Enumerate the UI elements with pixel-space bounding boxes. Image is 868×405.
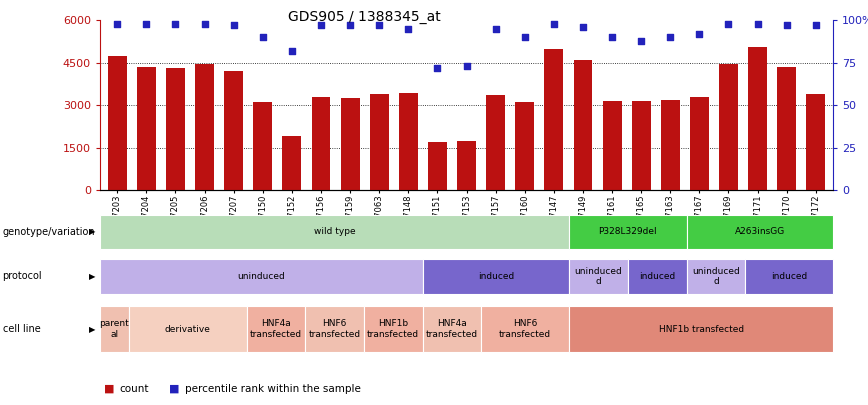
Text: ▶: ▶ bbox=[89, 324, 95, 334]
Bar bbox=[340, 98, 359, 190]
Bar bbox=[690, 97, 709, 190]
Text: A263insGG: A263insGG bbox=[735, 227, 785, 237]
Bar bbox=[806, 94, 825, 190]
Bar bbox=[166, 68, 185, 190]
Text: ▶: ▶ bbox=[89, 227, 95, 237]
Text: percentile rank within the sample: percentile rank within the sample bbox=[185, 384, 361, 394]
Text: uninduced
d: uninduced d bbox=[575, 267, 622, 286]
Bar bbox=[282, 136, 301, 190]
Bar bbox=[253, 102, 273, 190]
Point bbox=[140, 20, 154, 27]
Point bbox=[110, 20, 124, 27]
Text: GDS905 / 1388345_at: GDS905 / 1388345_at bbox=[288, 10, 441, 24]
Text: HNF4a
transfected: HNF4a transfected bbox=[250, 320, 302, 339]
Text: ▶: ▶ bbox=[89, 272, 95, 281]
Text: cell line: cell line bbox=[3, 324, 40, 334]
Point bbox=[256, 34, 270, 40]
Point bbox=[372, 22, 386, 29]
Point bbox=[489, 26, 503, 32]
Text: wild type: wild type bbox=[313, 227, 355, 237]
Bar bbox=[137, 67, 156, 190]
Point bbox=[168, 20, 182, 27]
Point bbox=[285, 48, 299, 54]
Point bbox=[431, 65, 444, 71]
Bar bbox=[428, 142, 447, 190]
Bar bbox=[224, 71, 243, 190]
Text: induced: induced bbox=[477, 272, 514, 281]
Bar bbox=[574, 60, 593, 190]
Bar bbox=[486, 96, 505, 190]
Point bbox=[809, 22, 823, 29]
Bar bbox=[777, 67, 796, 190]
Point bbox=[227, 22, 240, 29]
Point bbox=[518, 34, 532, 40]
Point bbox=[401, 26, 415, 32]
Text: uninduced
d: uninduced d bbox=[692, 267, 740, 286]
Point bbox=[314, 22, 328, 29]
Point bbox=[779, 22, 793, 29]
Bar bbox=[370, 94, 389, 190]
Text: count: count bbox=[120, 384, 149, 394]
Bar bbox=[748, 47, 767, 190]
Bar bbox=[457, 141, 476, 190]
Bar bbox=[516, 102, 534, 190]
Point bbox=[576, 24, 590, 30]
Text: HNF6
transfected: HNF6 transfected bbox=[308, 320, 360, 339]
Text: P328L329del: P328L329del bbox=[599, 227, 657, 237]
Text: genotype/variation: genotype/variation bbox=[3, 227, 95, 237]
Text: induced: induced bbox=[639, 272, 675, 281]
Point bbox=[459, 63, 473, 69]
Text: HNF6
transfected: HNF6 transfected bbox=[499, 320, 551, 339]
Point bbox=[547, 20, 561, 27]
Text: protocol: protocol bbox=[3, 271, 43, 281]
Bar bbox=[544, 49, 563, 190]
Point bbox=[721, 20, 735, 27]
Point bbox=[635, 37, 648, 44]
Bar bbox=[195, 64, 214, 190]
Point bbox=[693, 31, 707, 37]
Text: HNF4a
transfected: HNF4a transfected bbox=[426, 320, 478, 339]
Bar bbox=[108, 56, 127, 190]
Point bbox=[663, 34, 677, 40]
Bar bbox=[719, 64, 738, 190]
Text: parent
al: parent al bbox=[100, 320, 129, 339]
Text: ■: ■ bbox=[104, 384, 115, 394]
Text: HNF1b
transfected: HNF1b transfected bbox=[367, 320, 419, 339]
Text: induced: induced bbox=[771, 272, 807, 281]
Point bbox=[751, 20, 765, 27]
Point bbox=[198, 20, 212, 27]
Point bbox=[343, 22, 357, 29]
Bar bbox=[312, 97, 331, 190]
Text: ■: ■ bbox=[169, 384, 180, 394]
Bar bbox=[399, 93, 418, 190]
Text: derivative: derivative bbox=[165, 324, 211, 334]
Bar bbox=[661, 100, 680, 190]
Point bbox=[605, 34, 619, 40]
Text: HNF1b transfected: HNF1b transfected bbox=[659, 324, 744, 334]
Text: uninduced: uninduced bbox=[237, 272, 285, 281]
Bar bbox=[632, 101, 651, 190]
Bar bbox=[602, 101, 621, 190]
